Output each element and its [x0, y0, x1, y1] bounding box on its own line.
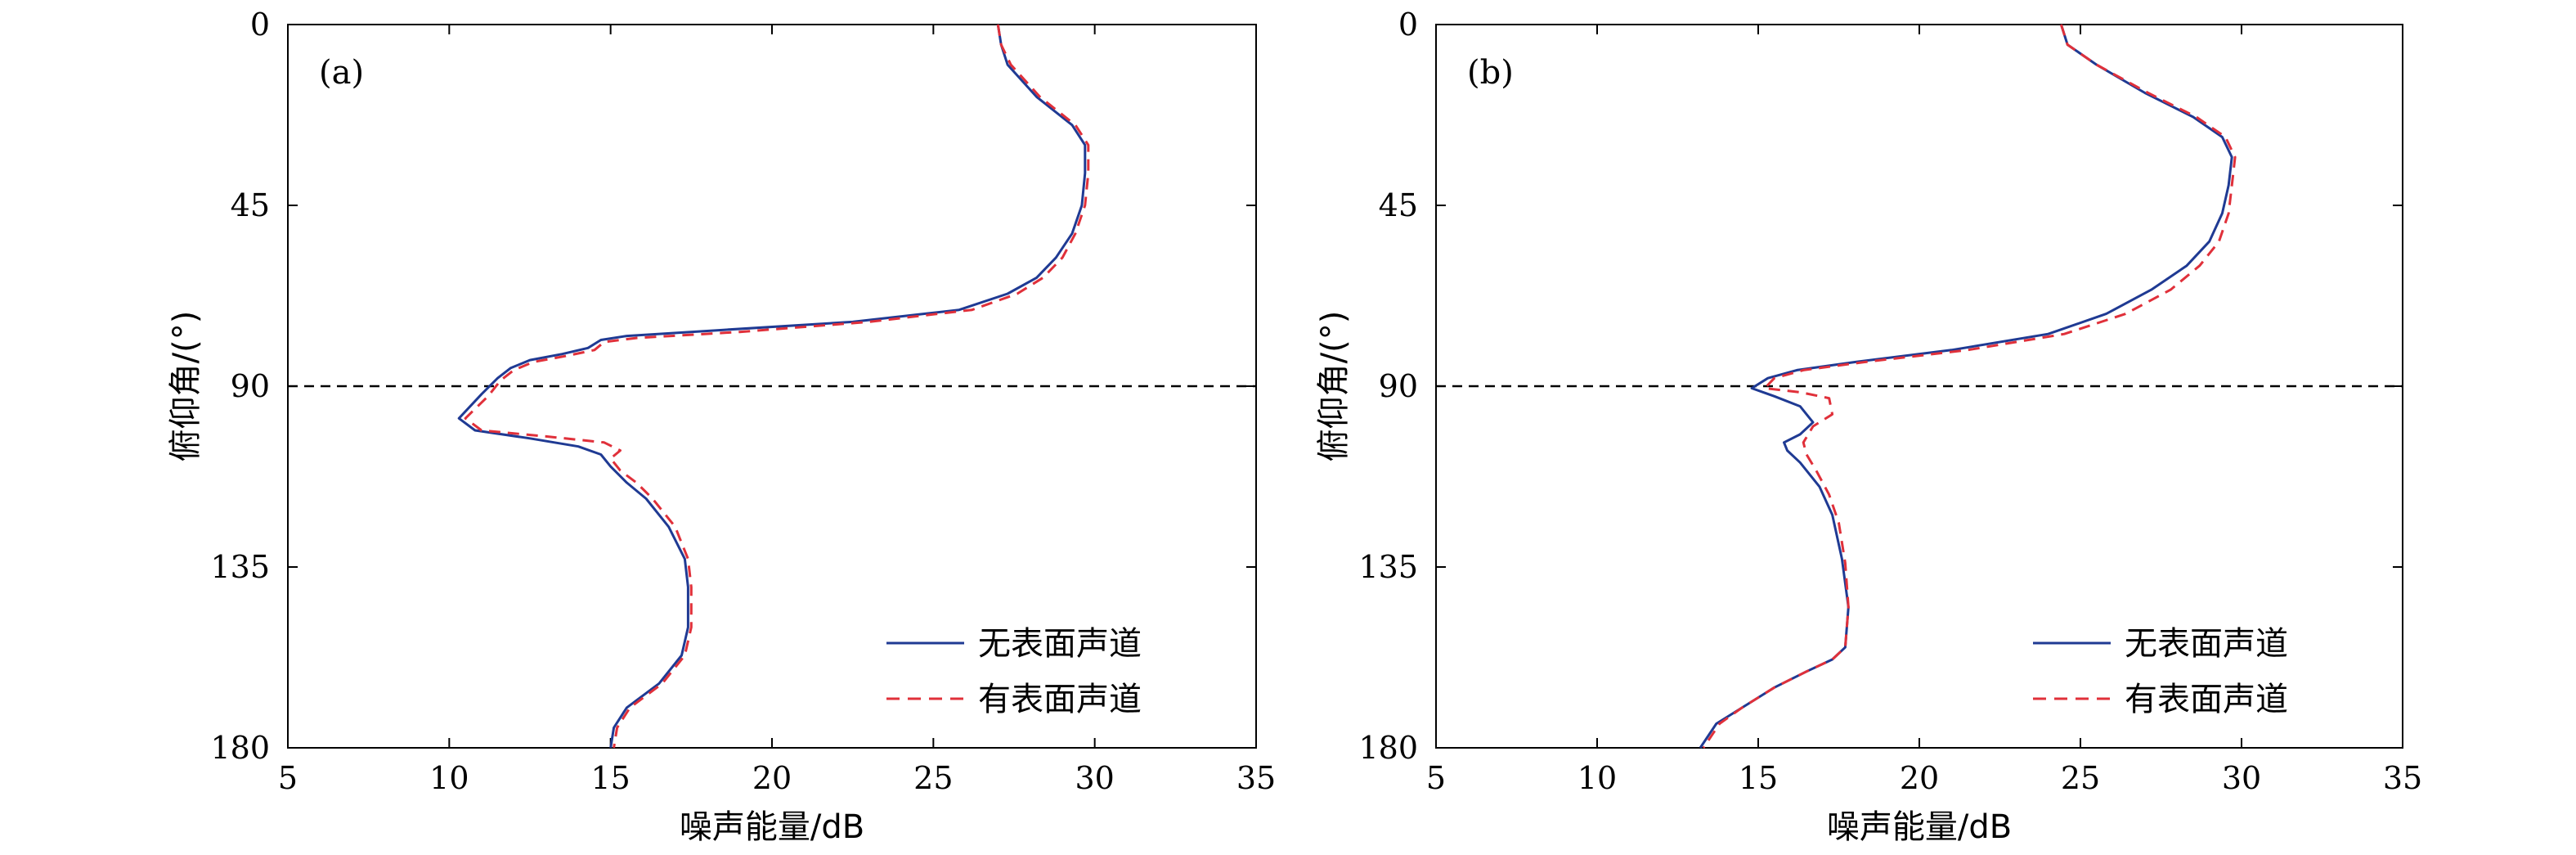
y-tick-label: 135 [1358, 549, 1418, 585]
x-axis-title: 噪声能量/dB [680, 808, 864, 846]
x-axis-title: 噪声能量/dB [1827, 808, 2012, 846]
y-tick-label: 0 [1398, 7, 1418, 43]
x-tick-label: 30 [2222, 760, 2261, 796]
y-tick-label: 135 [210, 549, 270, 585]
x-tick-label: 25 [913, 760, 953, 796]
y-axis-title: 俯仰角/(°) [167, 311, 204, 462]
legend-label-0: 无表面声道 [2125, 625, 2288, 663]
x-tick-label: 35 [2383, 760, 2422, 796]
series-line-0 [457, 24, 1087, 749]
panel-b: 5 10 15 20 25 30 35 0 45 90 135 180 (b) 无表面声道有表面声道噪声能… [1315, 7, 2422, 846]
x-tick-label: 10 [429, 760, 469, 796]
x-tick-label: 20 [752, 760, 792, 796]
y-tick-label: 90 [231, 368, 270, 404]
y-tick-label: 180 [1358, 730, 1418, 766]
y-tick-label: 45 [1379, 187, 1418, 223]
y-tick-label: 180 [210, 730, 270, 766]
panel-label: (a) [319, 54, 364, 92]
x-tick-label: 35 [1236, 760, 1276, 796]
series-line-0 [1699, 24, 2233, 749]
x-tick-label: 5 [1426, 760, 1446, 796]
y-axis-title: 俯仰角/(°) [1315, 311, 1353, 462]
x-tick-label: 20 [1900, 760, 1939, 796]
panel-a: 5 10 15 20 25 30 35 0 45 90 135 180 (a) 无表面声道有表面声道噪声能… [167, 7, 1276, 846]
x-tick-label: 15 [1739, 760, 1778, 796]
x-tick-label: 30 [1075, 760, 1114, 796]
panel-label: (b) [1467, 54, 1514, 92]
legend-label-1: 有表面声道 [978, 681, 1142, 718]
y-tick-label: 45 [231, 187, 270, 223]
x-tick-label: 10 [1577, 760, 1617, 796]
x-tick-label: 5 [278, 760, 298, 796]
x-tick-label: 15 [590, 760, 630, 796]
y-tick-label: 90 [1379, 368, 1418, 404]
x-tick-label: 25 [2061, 760, 2100, 796]
series-line-1 [1702, 24, 2237, 749]
legend-label-1: 有表面声道 [2125, 681, 2288, 718]
y-tick-label: 0 [250, 7, 270, 43]
legend-label-0: 无表面声道 [978, 625, 1142, 663]
series-line-1 [464, 24, 1090, 749]
